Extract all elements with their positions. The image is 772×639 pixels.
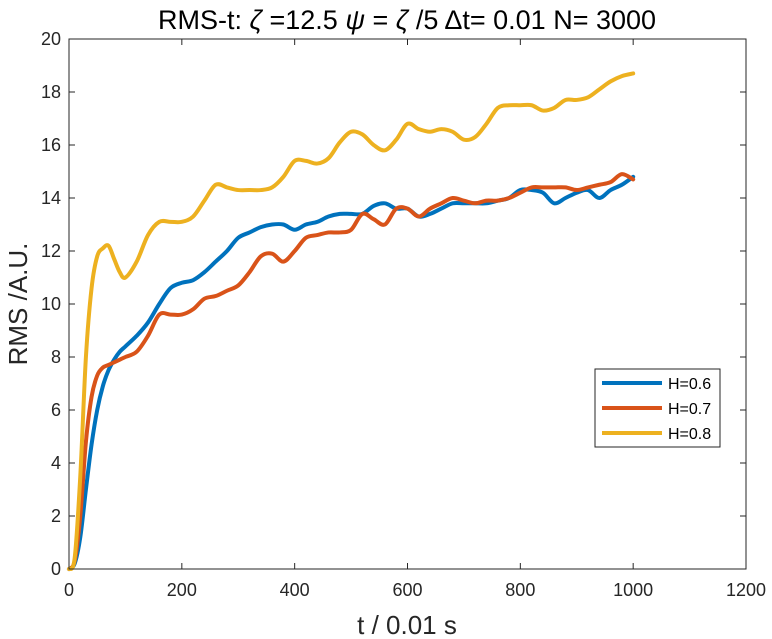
series-layer	[67, 71, 636, 571]
x-tick-label: 1200	[726, 580, 766, 600]
x-tick-label: 0	[64, 580, 74, 600]
y-tick-label: 16	[41, 135, 61, 155]
x-tick-label: 600	[392, 580, 422, 600]
y-tick-label: 20	[41, 29, 61, 49]
title-rest: /5 Δt= 0.01 N= 3000	[416, 5, 656, 35]
y-tick-label: 8	[51, 347, 61, 367]
x-axis-ticks: 0 200 400 600 800 1000 1200	[64, 39, 766, 600]
y-axis-ticks: 0 2 4 6 8 10 12 14 16 18 20	[41, 29, 746, 579]
title-zeta-value: =12.5	[269, 5, 345, 35]
chart-title: RMS-t: ζ =12.5 ψ = ζ /5 Δt= 0.01 N= 3000	[158, 5, 656, 35]
legend-items: H=0.6 H=0.7 H=0.8	[602, 376, 711, 443]
legend-label: H=0.8	[668, 426, 711, 443]
title-prefix: RMS-t:	[158, 5, 250, 35]
y-tick-label: 18	[41, 82, 61, 102]
legend-label: H=0.7	[668, 401, 711, 418]
series-line-h-0-7	[67, 172, 636, 571]
title-psi-equals: =	[372, 5, 388, 35]
title-psi-zeta-symbol: ζ	[396, 5, 410, 35]
y-tick-label: 0	[51, 559, 61, 579]
y-tick-label: 14	[41, 188, 61, 208]
title-psi-symbol: ψ	[345, 5, 365, 35]
y-tick-label: 12	[41, 241, 61, 261]
plot-area	[69, 39, 746, 569]
x-tick-label: 1000	[613, 580, 653, 600]
y-tick-label: 4	[51, 453, 61, 473]
title-zeta-symbol: ζ	[249, 5, 263, 35]
legend: H=0.6 H=0.7 H=0.8	[594, 368, 721, 448]
x-axis-label: t / 0.01 s	[357, 610, 457, 639]
x-tick-label: 400	[280, 580, 310, 600]
y-tick-label: 10	[41, 294, 61, 314]
x-tick-label: 200	[167, 580, 197, 600]
series-line-h-0-6	[67, 174, 636, 571]
x-tick-label: 800	[505, 580, 535, 600]
y-tick-label: 6	[51, 400, 61, 420]
legend-label: H=0.6	[668, 376, 711, 393]
series-line-h-0-8	[67, 71, 636, 571]
y-tick-label: 2	[51, 506, 61, 526]
y-axis-label: RMS /A.U.	[3, 243, 33, 366]
